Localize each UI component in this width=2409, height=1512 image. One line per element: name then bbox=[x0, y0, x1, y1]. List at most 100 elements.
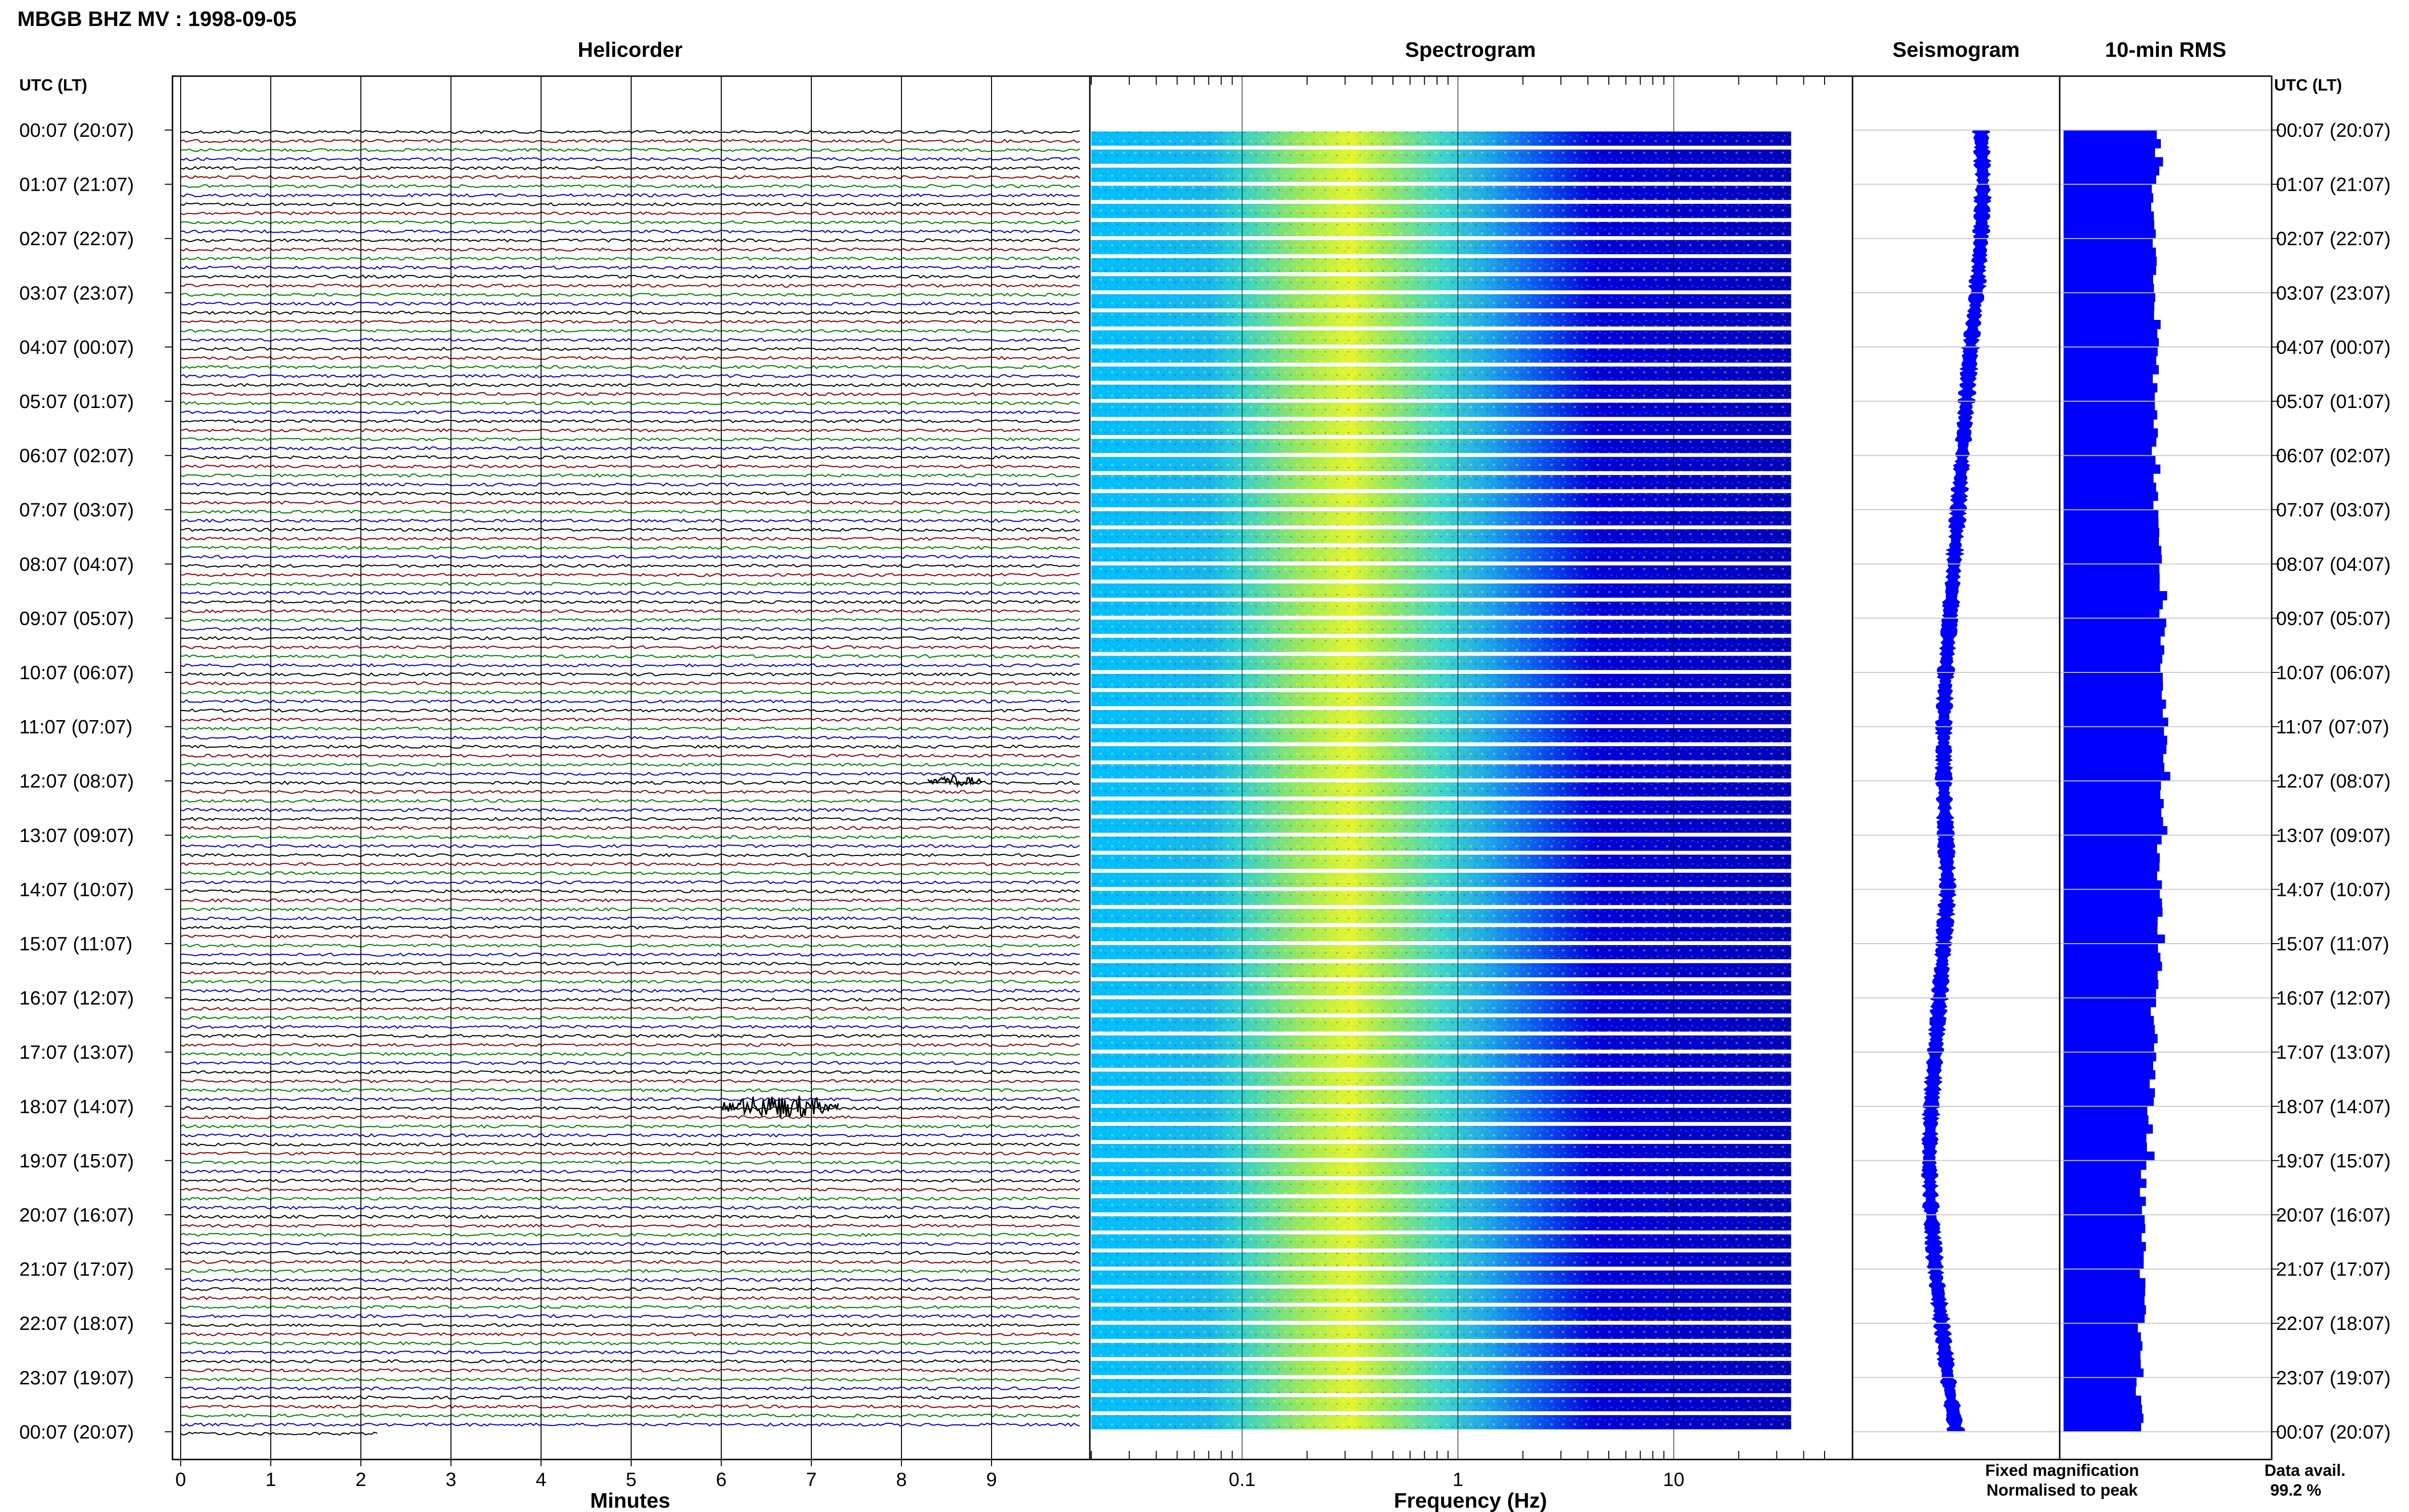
rms-bar bbox=[2064, 844, 2158, 854]
spectrogram-noise bbox=[1091, 1361, 1791, 1375]
rms-bar bbox=[2064, 1178, 2147, 1188]
rms-bar bbox=[2064, 1206, 2142, 1215]
minutes-tick-label: 7 bbox=[806, 1469, 817, 1490]
spectrogram-noise bbox=[1091, 222, 1791, 237]
spectrogram-noise bbox=[1091, 1379, 1791, 1394]
helicorder-trace bbox=[180, 1413, 1080, 1418]
spectrogram-noise bbox=[1091, 1252, 1791, 1267]
panel-frame bbox=[2059, 75, 2273, 1460]
helicorder-trace bbox=[180, 672, 1080, 677]
minutes-axis-label: Minutes bbox=[590, 1489, 670, 1512]
helicorder-trace bbox=[180, 1404, 1080, 1409]
rms-bar bbox=[2064, 1061, 2153, 1071]
helicorder-trace bbox=[180, 907, 1080, 912]
helicorder-trace bbox=[180, 338, 1080, 342]
helicorder-trace bbox=[180, 437, 1080, 442]
rms-bar bbox=[2064, 934, 2165, 944]
helicorder-trace bbox=[180, 1124, 1080, 1129]
rms-bar bbox=[2064, 1079, 2150, 1089]
helicorder-trace bbox=[180, 383, 1080, 387]
rms-bar bbox=[2064, 1052, 2157, 1062]
rms-bar bbox=[2064, 157, 2163, 167]
spectrogram-noise bbox=[1091, 1162, 1791, 1176]
spectrogram-noise bbox=[1091, 366, 1791, 381]
rms-bar bbox=[2064, 835, 2162, 845]
helicorder-trace bbox=[180, 943, 1080, 948]
rms-bar bbox=[2064, 789, 2160, 800]
rms-bar bbox=[2064, 799, 2164, 808]
helicorder-trace bbox=[180, 1305, 1080, 1309]
helicorder-trace bbox=[180, 1250, 1080, 1255]
helicorder-trace bbox=[180, 302, 1080, 306]
rms-bar bbox=[2064, 627, 2165, 637]
spectrogram-noise bbox=[1091, 1198, 1791, 1212]
helicorder-trace bbox=[180, 446, 1080, 451]
time-label-right: 06:07 (02:07) bbox=[2276, 446, 2391, 467]
time-label-right: 07:07 (03:07) bbox=[2276, 500, 2391, 521]
helicorder-trace bbox=[181, 708, 1080, 713]
helicorder-trace bbox=[180, 500, 1080, 505]
helicorder-trace bbox=[180, 627, 1080, 631]
rms-bar bbox=[2064, 925, 2158, 935]
spectrogram-noise bbox=[1091, 1126, 1791, 1140]
minutes-tick-label: 5 bbox=[626, 1469, 636, 1490]
helicorder-trace bbox=[180, 1377, 1080, 1382]
helicorder-trace bbox=[180, 1061, 1080, 1065]
rms-bar bbox=[2064, 292, 2156, 302]
time-label-right: 02:07 (22:07) bbox=[2276, 228, 2391, 250]
helicorder-trace bbox=[180, 1214, 1080, 1219]
helicorder-trace bbox=[180, 428, 1080, 433]
time-label-right: 14:07 (10:07) bbox=[2276, 879, 2391, 900]
helicorder-trace bbox=[180, 618, 1080, 622]
spectrogram-noise bbox=[1091, 276, 1791, 290]
helicorder-trace bbox=[180, 979, 1080, 984]
helicorder-trace bbox=[180, 247, 1080, 252]
time-label-left: 00:07 (20:07) bbox=[19, 1421, 134, 1443]
frequency-tick-label: 1 bbox=[1453, 1469, 1463, 1490]
spectrogram-noise bbox=[1091, 1035, 1791, 1050]
rms-bar bbox=[2064, 184, 2152, 194]
rms-bar bbox=[2064, 1160, 2146, 1170]
minutes-tick-label: 8 bbox=[896, 1469, 907, 1490]
helicorder-trace bbox=[180, 1223, 1080, 1228]
time-label-right: 03:07 (23:07) bbox=[2276, 283, 2391, 304]
helicorder-trace bbox=[180, 1015, 1080, 1020]
time-label-left: 16:07 (12:07) bbox=[19, 988, 134, 1009]
rms-bar bbox=[2064, 302, 2155, 311]
frequency-axis-label: Frequency (Hz) bbox=[1394, 1489, 1547, 1512]
minutes-tick-label: 9 bbox=[986, 1469, 997, 1490]
spectrogram-noise bbox=[1091, 891, 1791, 905]
spectrogram-noise bbox=[1091, 855, 1791, 869]
time-label-right: 13:07 (09:07) bbox=[2276, 825, 2391, 846]
helicorder-trace bbox=[180, 573, 1080, 577]
rms-bar bbox=[2064, 717, 2169, 727]
rms-panel bbox=[2064, 130, 2171, 1432]
time-label-right: 16:07 (12:07) bbox=[2276, 988, 2391, 1009]
spectrogram-title: Spectrogram bbox=[1405, 38, 1535, 62]
rms-bar bbox=[2064, 419, 2154, 429]
minutes-tick-label: 6 bbox=[716, 1469, 727, 1490]
spectrogram-noise bbox=[1091, 619, 1791, 634]
helicorder-trace bbox=[180, 1260, 1080, 1264]
helicorder-trace bbox=[180, 835, 1080, 840]
helicorder-trace bbox=[180, 763, 1080, 767]
helicorder-trace bbox=[180, 591, 1080, 595]
spectrogram-noise bbox=[1091, 1107, 1791, 1122]
rms-bar bbox=[2064, 1323, 2138, 1333]
rms-bar bbox=[2064, 826, 2168, 836]
rms-bar bbox=[2064, 781, 2161, 790]
rms-bar bbox=[2064, 1278, 2145, 1288]
helicorder-trace bbox=[180, 1025, 1080, 1029]
rms-bar bbox=[2064, 980, 2158, 989]
helicorder-trace bbox=[180, 202, 1080, 207]
rms-bar bbox=[2064, 564, 2159, 574]
helicorder-trace bbox=[180, 816, 1080, 821]
rms-bar bbox=[2064, 1422, 2141, 1432]
spectrogram-noise bbox=[1091, 185, 1791, 200]
rms-bar bbox=[2064, 265, 2157, 275]
helicorder-trace bbox=[180, 898, 1080, 903]
minutes-tick-label: 0 bbox=[175, 1469, 186, 1490]
helicorder-trace bbox=[180, 455, 1080, 460]
spectrogram-noise bbox=[1091, 782, 1791, 797]
